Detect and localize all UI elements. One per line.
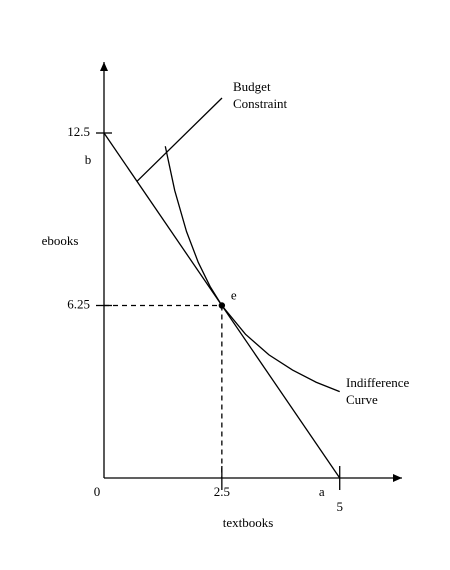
point-label: e [231, 287, 237, 302]
series-label: Constraint [233, 96, 288, 111]
x-tick-label: 2.5 [214, 484, 230, 499]
label-leader [136, 97, 223, 182]
annotation: a [319, 484, 325, 499]
y-tick-label: 6.25 [67, 296, 90, 311]
series-label: Indifference [346, 375, 410, 390]
point [218, 302, 226, 309]
series-label: Budget [233, 79, 271, 94]
series-line [164, 146, 340, 393]
x-axis-label: textbooks [223, 515, 274, 530]
x-tick-label: 0 [94, 484, 101, 499]
annotation: b [85, 152, 92, 167]
series-label: Curve [346, 392, 378, 407]
y-axis-label: ebooks [42, 233, 79, 248]
y-tick-label: 12.5 [67, 124, 90, 139]
x-tick-label: 5 [336, 499, 343, 514]
